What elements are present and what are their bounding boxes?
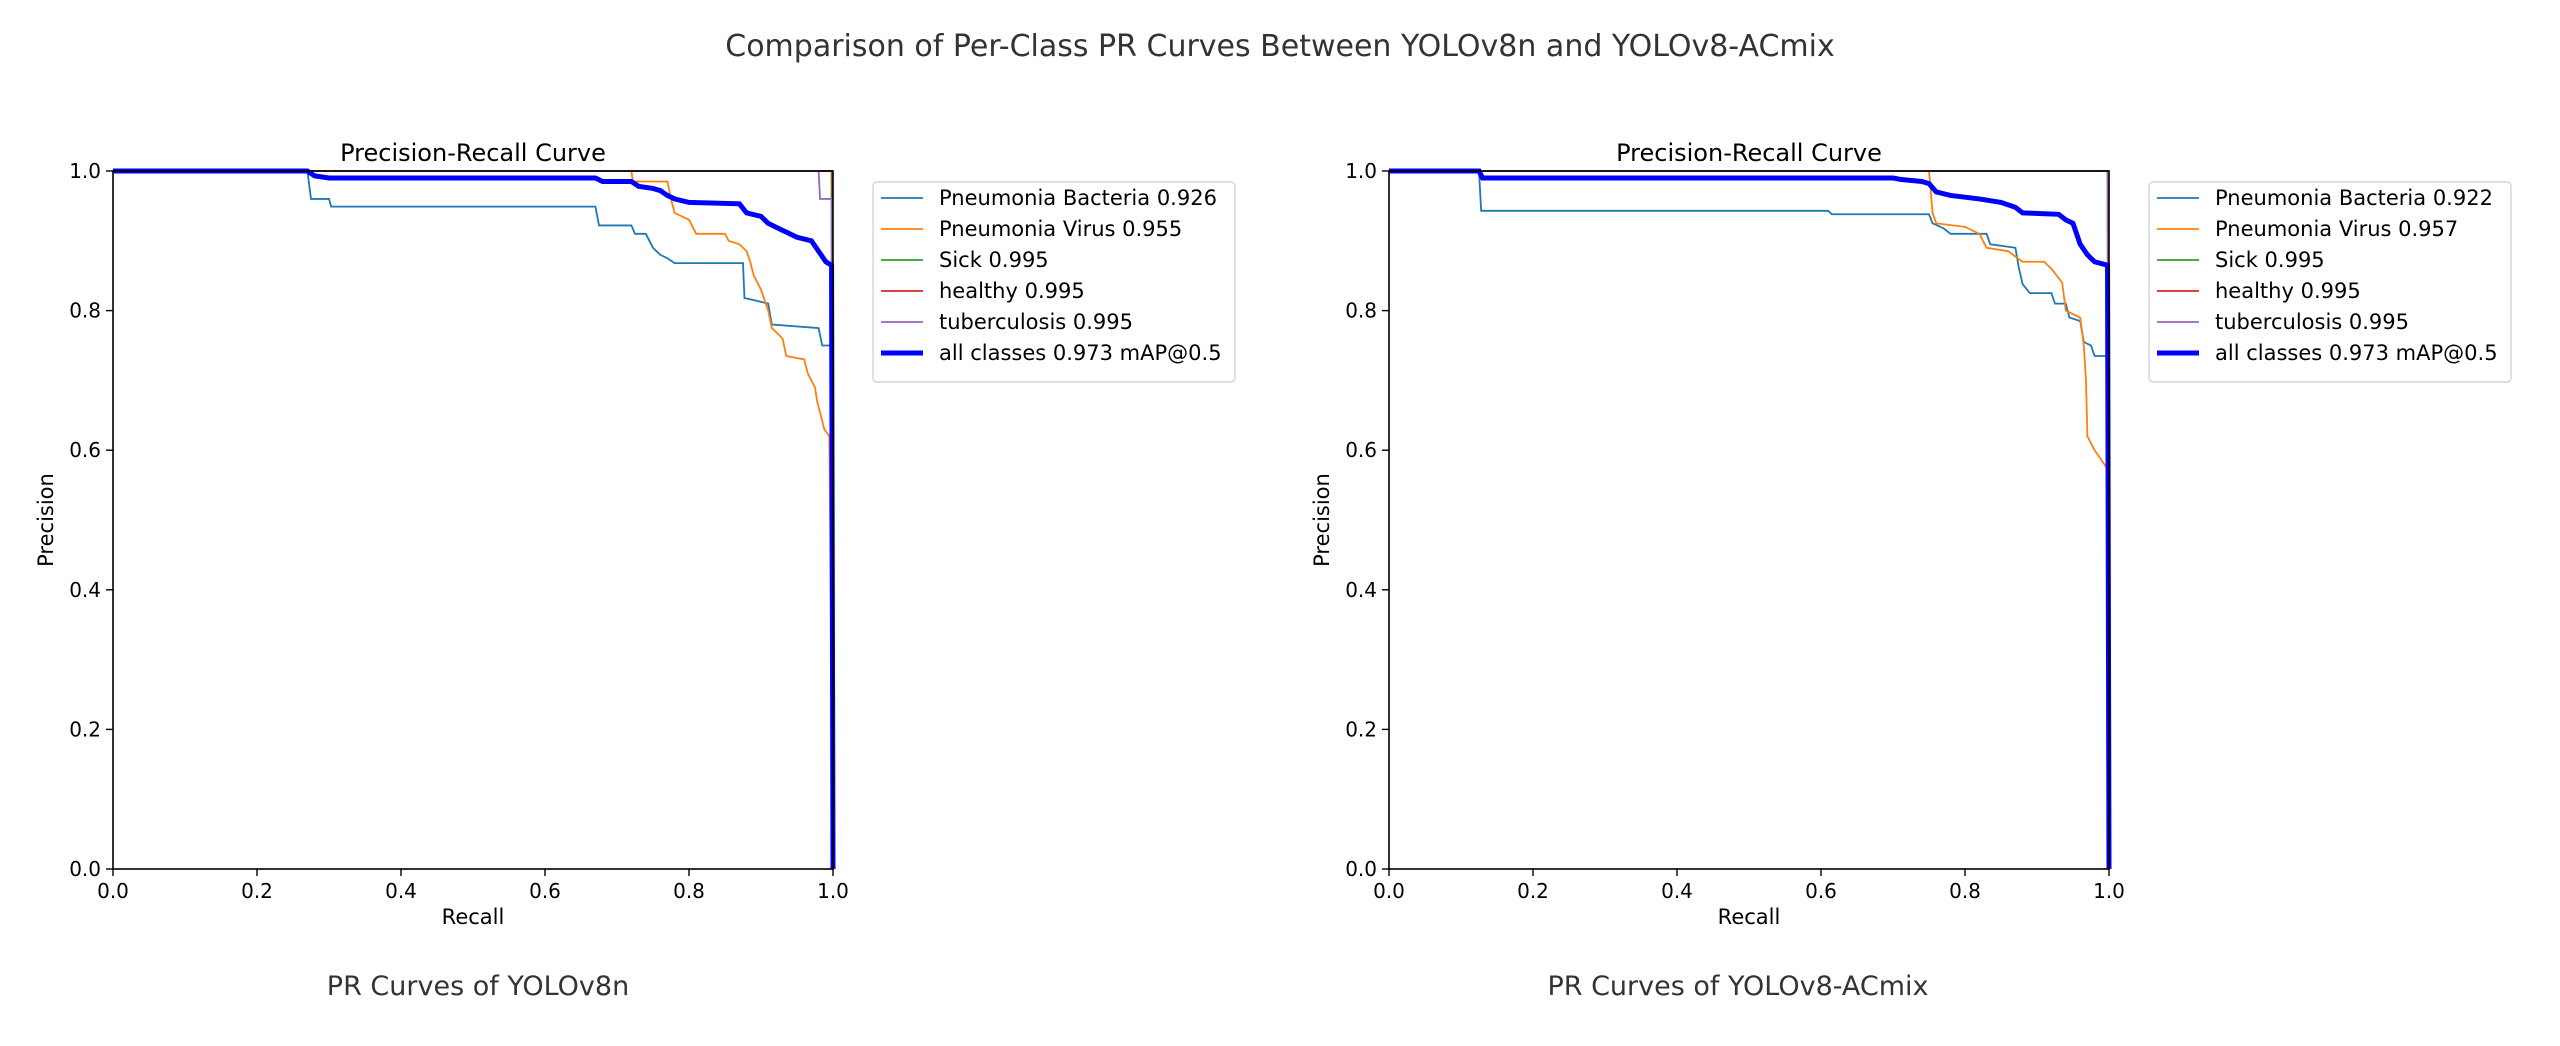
left-legend-label: Sick 0.995 (939, 248, 1049, 272)
right-legend-label: tuberculosis 0.995 (2215, 310, 2409, 334)
right-legend-label: Sick 0.995 (2215, 248, 2325, 272)
right-series-line-0 (1389, 170, 2110, 870)
left-series-line-0 (113, 170, 834, 870)
left-x-tick-label: 1.0 (817, 879, 849, 903)
left-y-tick-label: 0.8 (69, 299, 101, 323)
right-y-tick-label: 0.0 (1345, 857, 1377, 881)
right-legend-label: all classes 0.973 mAP@0.5 (2215, 341, 2498, 365)
left-y-tick-label: 0.2 (69, 717, 101, 741)
left-plot-frame (112, 170, 834, 870)
figure-title: Comparison of Per-Class PR Curves Betwee… (725, 29, 1834, 64)
right-x-tick-label: 0.2 (1517, 879, 1549, 903)
right-y-tick-label: 0.4 (1345, 578, 1377, 602)
right-legend-label: Pneumonia Bacteria 0.922 (2215, 186, 2493, 210)
left-legend-box (872, 181, 1236, 383)
left-legend-label: Pneumonia Virus 0.955 (939, 217, 1182, 241)
left-series-line-3 (113, 170, 834, 870)
left-series-line-2 (113, 170, 834, 870)
left-chart-title: Precision-Recall Curve (340, 139, 606, 167)
left-legend: Pneumonia Bacteria 0.926 Pneumonia Virus … (872, 181, 1236, 383)
right-x-tick-label: 0.4 (1661, 879, 1693, 903)
right-x-tick-label: 0.8 (1949, 879, 1981, 903)
left-chart-caption: PR Curves of YOLOv8n (327, 971, 629, 1002)
right-y-tick-label: 1.0 (1345, 159, 1377, 183)
left-y-tick-label: 0.0 (69, 857, 101, 881)
right-legend: Pneumonia Bacteria 0.922 Pneumonia Virus … (2148, 181, 2512, 383)
right-series-line-1 (1389, 170, 2110, 869)
right-series-line-4 (1389, 170, 2110, 870)
left-chart-series (113, 168, 836, 870)
right-chart-title: Precision-Recall Curve (1616, 139, 1882, 167)
left-y-tick-label: 0.4 (69, 578, 101, 602)
left-y-tick-label: 1.0 (69, 159, 101, 183)
left-legend-label: healthy 0.995 (939, 279, 1085, 303)
left-x-axis-label: Recall (442, 905, 505, 929)
right-series-line-2 (1389, 170, 2110, 870)
left-x-tick-label: 0.0 (97, 879, 129, 903)
right-chart-series (1389, 168, 2112, 870)
right-legend-box (2148, 181, 2512, 383)
left-x-tick-label: 0.2 (241, 879, 273, 903)
right-y-tick-label: 0.8 (1345, 299, 1377, 323)
right-x-tick-label: 1.0 (2093, 879, 2125, 903)
right-legend-label: healthy 0.995 (2215, 279, 2361, 303)
right-chart: Precision-Recall Curve 0.0 0.2 0.4 0.6 0.8 1.0… (1310, 139, 2512, 929)
right-x-tick-label: 0.6 (1805, 879, 1837, 903)
right-chart-caption: PR Curves of YOLOv8-ACmix (1547, 971, 1928, 1002)
left-x-tick-label: 0.4 (385, 879, 417, 903)
left-series-line-4 (113, 170, 834, 870)
left-chart: Precision-Recall Curve 0.0 0.2 0.4 0.6 0.8 1.0… (34, 139, 1236, 929)
right-y-axis-label: Precision (1310, 473, 1334, 567)
left-series-line-1 (113, 170, 834, 870)
right-series-line-5 (1389, 168, 2112, 870)
left-y-axis-label: Precision (34, 473, 58, 567)
left-legend-label: Pneumonia Bacteria 0.926 (939, 186, 1217, 210)
left-x-tick-label: 0.6 (529, 879, 561, 903)
right-y-tick-label: 0.6 (1345, 438, 1377, 462)
right-series-line-3 (1389, 170, 2110, 870)
right-x-tick-label: 0.0 (1373, 879, 1405, 903)
right-y-tick-label: 0.2 (1345, 717, 1377, 741)
right-x-axis-label: Recall (1718, 905, 1781, 929)
left-series-line-5 (113, 168, 836, 870)
left-legend-label: tuberculosis 0.995 (939, 310, 1133, 334)
left-x-tick-label: 0.8 (673, 879, 705, 903)
left-legend-label: all classes 0.973 mAP@0.5 (939, 341, 1222, 365)
left-y-tick-label: 0.6 (69, 438, 101, 462)
right-plot-frame (1388, 170, 2110, 870)
right-legend-label: Pneumonia Virus 0.957 (2215, 217, 2458, 241)
